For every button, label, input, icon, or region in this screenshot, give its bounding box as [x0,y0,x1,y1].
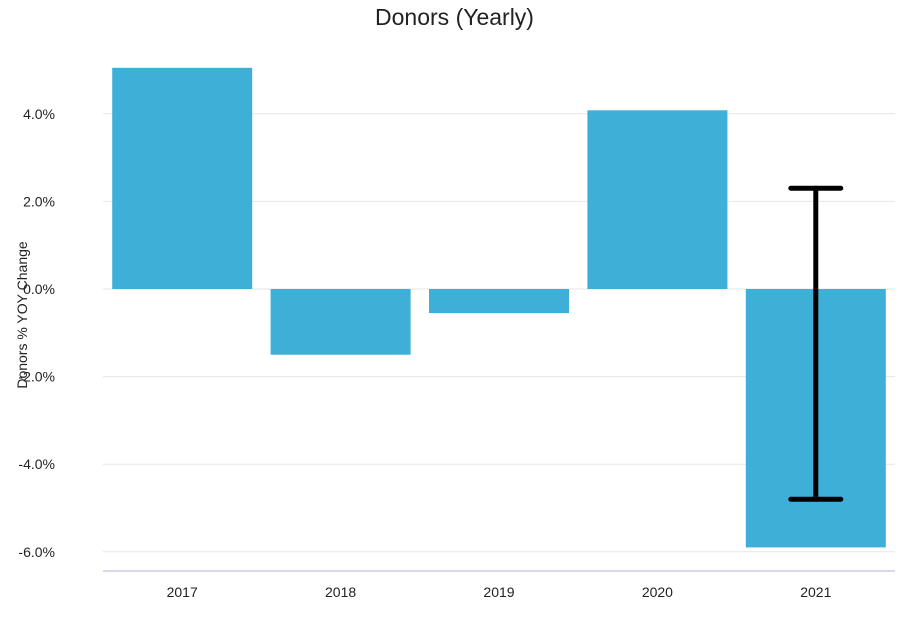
bar[interactable] [270,289,411,355]
bar[interactable] [429,289,569,314]
y-tick-label: 2.0% [23,193,55,209]
x-tick-label: 2017 [167,584,198,600]
chart-title: Donors (Yearly) [375,4,534,30]
x-tick-label: 2021 [800,584,831,600]
bar[interactable] [587,110,728,290]
y-tick-label: -2.0% [18,369,55,385]
bar[interactable] [112,67,253,289]
y-tick-label: -4.0% [18,456,55,472]
x-tick-label: 2018 [325,584,356,600]
y-axis-title: Donors % YOY Change [14,241,30,389]
x-tick-label: 2019 [483,584,514,600]
y-tick-label: 0.0% [23,281,55,297]
x-tick-label: 2020 [642,584,673,600]
y-tick-label: 4.0% [23,106,55,122]
y-tick-label: -6.0% [18,544,55,560]
